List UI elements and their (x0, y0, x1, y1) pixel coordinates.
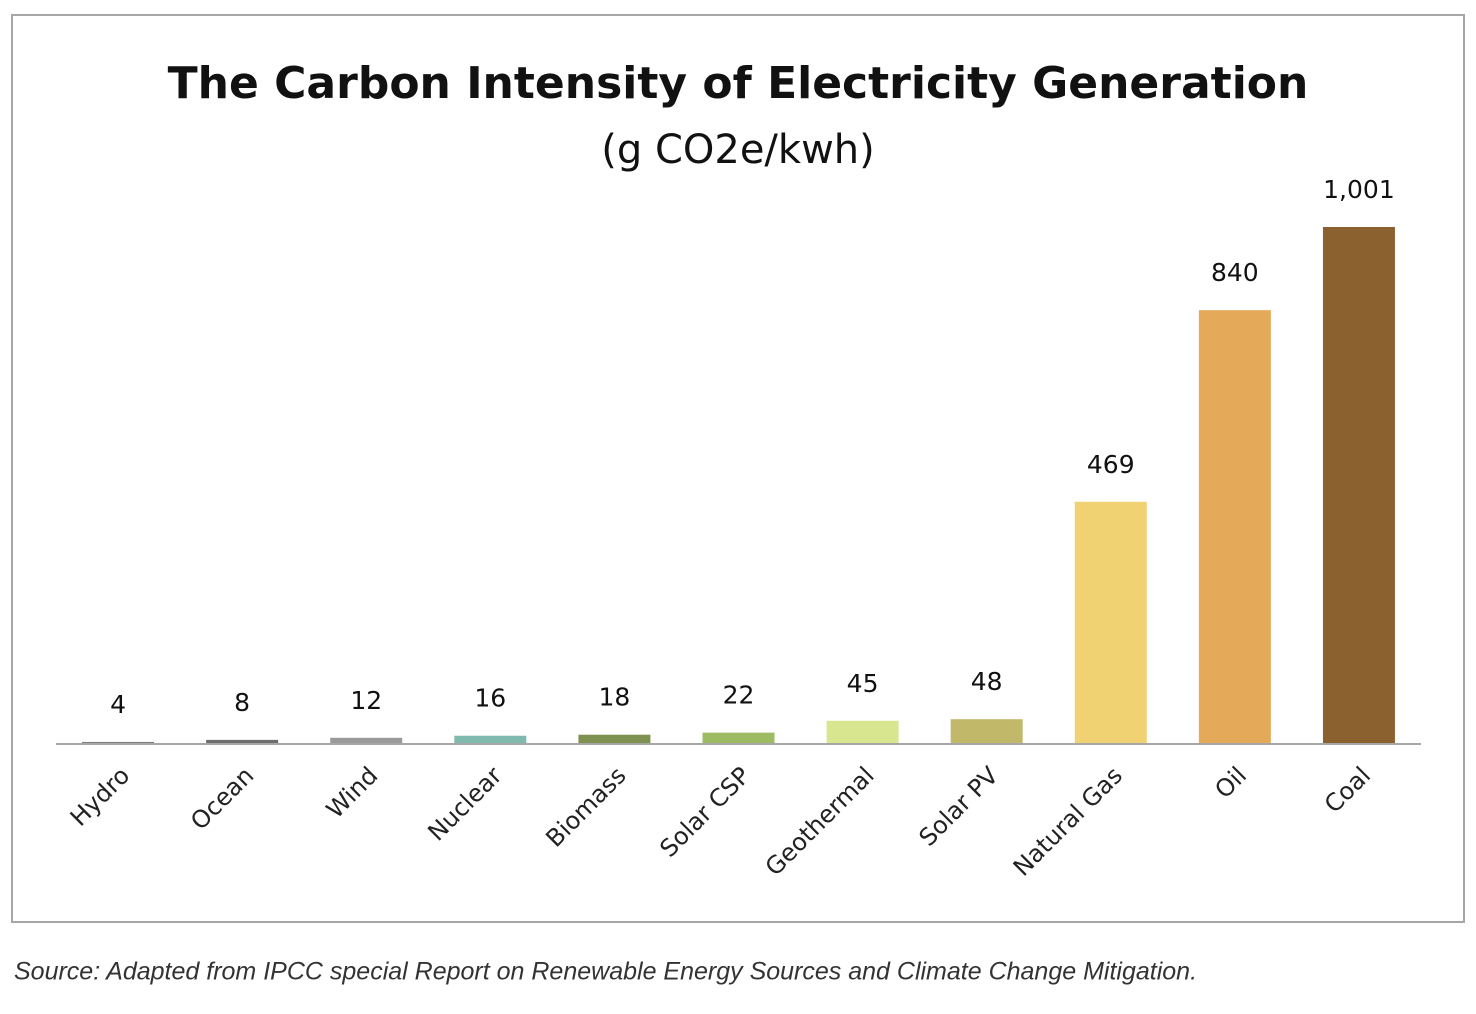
value-label: 840 (1211, 258, 1259, 287)
value-label: 12 (350, 686, 382, 715)
value-label: 22 (723, 681, 755, 710)
value-label: 16 (474, 684, 506, 713)
bar (206, 739, 279, 744)
value-label: 1,001 (1323, 175, 1395, 204)
value-label: 4 (110, 690, 126, 719)
bar (1198, 310, 1271, 744)
bar (454, 735, 527, 744)
value-label: 45 (847, 669, 879, 698)
value-label: 469 (1087, 450, 1135, 479)
bar (950, 719, 1023, 744)
bar (82, 741, 155, 744)
value-label: 48 (971, 667, 1003, 696)
chart-subtitle: (g CO2e/kwh) (601, 127, 875, 173)
value-label: 18 (599, 683, 631, 712)
chart-title: The Carbon Intensity of Electricity Gene… (168, 58, 1309, 109)
value-label: 8 (234, 688, 250, 717)
bar (1074, 501, 1147, 744)
bar (578, 734, 651, 744)
bar (702, 732, 775, 744)
bar (1322, 227, 1395, 744)
bar (330, 737, 403, 744)
source-note: Source: Adapted from IPCC special Report… (14, 958, 1197, 986)
bar (826, 720, 899, 744)
